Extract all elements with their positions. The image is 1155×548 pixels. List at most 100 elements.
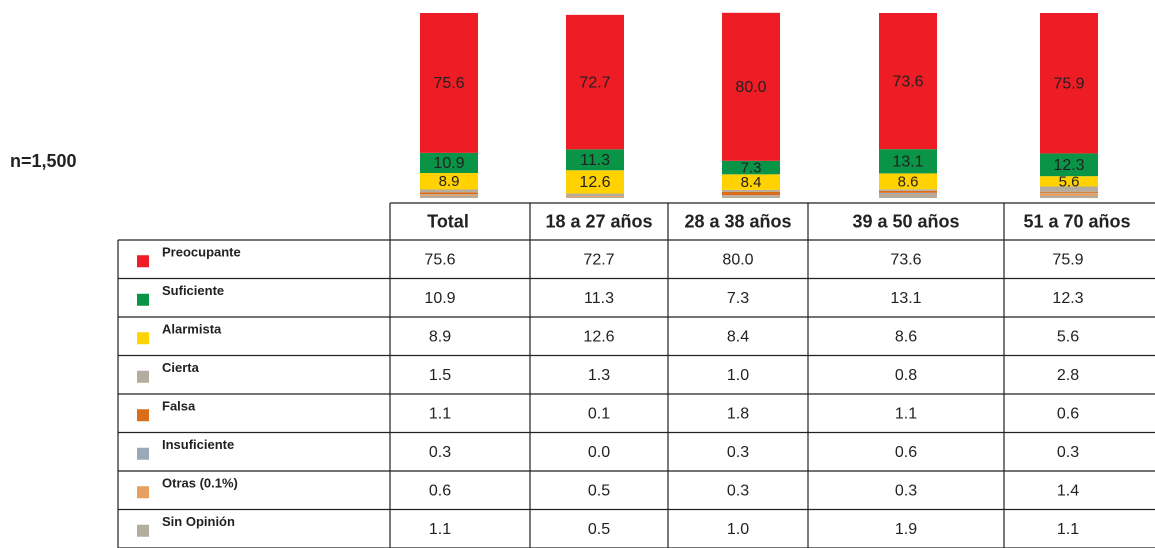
table-value: 0.1 [588, 405, 610, 422]
bar-value-label: 75.6 [433, 75, 464, 92]
table-value: 80.0 [722, 251, 753, 268]
bar-segment [566, 170, 624, 194]
table-value: 1.1 [895, 405, 917, 422]
bar-segment [722, 191, 780, 196]
bar-segment [879, 173, 937, 190]
table-value: 0.5 [588, 482, 610, 499]
legend-label: Suficiente [162, 283, 224, 298]
bar-value-label: 8.4 [741, 174, 762, 191]
table-value: 2.8 [1057, 367, 1079, 384]
legend-label: Preocupante [162, 245, 241, 260]
table-value: 12.6 [583, 328, 614, 345]
legend-swatch [137, 409, 149, 422]
bar-segment [1040, 176, 1098, 187]
bar-segment [420, 13, 478, 153]
bar-segment [1040, 195, 1098, 198]
legend-swatch [137, 447, 149, 460]
table-value: 8.9 [429, 328, 451, 345]
bar-segment [722, 195, 780, 197]
legend-label: Insuficiente [162, 437, 234, 452]
bar-segment [722, 196, 780, 198]
bar-segment [722, 160, 780, 175]
table-value: 0.8 [895, 367, 917, 384]
table-value: 11.3 [584, 290, 614, 307]
table-value: 1.8 [727, 405, 749, 422]
legend-label: Otras (0.1%) [162, 476, 238, 491]
table-value: 1.5 [429, 367, 451, 384]
table-value: 8.6 [895, 328, 917, 345]
legend-label: Alarmista [162, 322, 222, 337]
column-header: 39 a 50 años [852, 211, 959, 231]
table-value: 75.6 [424, 251, 455, 268]
bar-segment [420, 173, 478, 190]
bar-segment [1040, 191, 1098, 193]
bar-value-label: 7.3 [741, 160, 762, 177]
table-value: 0.3 [727, 482, 749, 499]
legend-swatch [137, 370, 149, 383]
bar-value-label: 72.7 [579, 74, 610, 91]
legend-swatch [137, 293, 149, 306]
bar-value-label: 10.9 [433, 155, 464, 172]
bar-segment [879, 149, 937, 174]
bar-value-label: 80.0 [735, 79, 766, 96]
table-value: 0.0 [588, 444, 610, 461]
bar-segment [722, 189, 780, 192]
bar-segment [420, 189, 478, 193]
table-value: 7.3 [727, 290, 749, 307]
bar-segment [566, 197, 624, 198]
bar-segment [420, 195, 478, 198]
table-value: 75.9 [1052, 251, 1083, 268]
table-value: 0.3 [895, 482, 917, 499]
bar-segment [879, 189, 937, 191]
bar-segment [722, 12, 780, 161]
column-header: 28 a 38 años [684, 211, 791, 231]
bar-segment [879, 192, 937, 194]
column-header: Total [427, 211, 469, 231]
table-value: 5.6 [1057, 328, 1079, 345]
bar-segment [879, 194, 937, 198]
legend-label: Falsa [162, 399, 196, 414]
table-value: 10.9 [424, 290, 455, 307]
bar-segment [566, 193, 624, 196]
table-value: 0.3 [727, 444, 749, 461]
table-value: 0.6 [895, 444, 917, 461]
bar-value-label: 75.9 [1053, 75, 1084, 92]
sample-size: n=1,500 [10, 151, 77, 171]
legend-swatch [137, 524, 149, 537]
table-value: 1.1 [1057, 521, 1079, 538]
column-header: 51 a 70 años [1023, 211, 1130, 231]
table-value: 0.6 [429, 482, 451, 499]
bar-segment [420, 152, 478, 174]
bar-segment [1040, 192, 1098, 194]
bar-segment [879, 190, 937, 193]
bar-segment [420, 192, 478, 195]
table-value: 1.1 [429, 521, 451, 538]
table-value: 0.3 [429, 444, 451, 461]
bar-value-label: 12.3 [1053, 157, 1084, 174]
legend-label: Sin Opinión [162, 514, 235, 529]
bar-segment [1040, 193, 1098, 196]
table-value: 1.1 [429, 405, 451, 422]
bar-segment [566, 149, 624, 171]
table-value: 0.3 [1057, 444, 1079, 461]
table-value: 8.4 [727, 328, 749, 345]
bar-value-label: 8.9 [439, 173, 460, 190]
table-value: 72.7 [583, 251, 614, 268]
table-value: 13.1 [890, 290, 921, 307]
table-value: 0.5 [588, 521, 610, 538]
legend-swatch [137, 255, 149, 268]
bar-value-label: 12.6 [579, 174, 610, 191]
table-value: 73.6 [890, 251, 921, 268]
bar-segment [420, 194, 478, 195]
table-value: 0.6 [1057, 405, 1079, 422]
bar-segment [879, 193, 937, 195]
bar-value-label: 13.1 [892, 153, 923, 170]
bar-segment [722, 195, 780, 196]
bar-segment [722, 174, 780, 190]
bar-segment [420, 194, 478, 196]
column-header: 18 a 27 años [545, 211, 652, 231]
bar-value-label: 11.3 [580, 152, 610, 169]
table-value: 1.9 [895, 521, 917, 538]
bar-segment [1040, 13, 1098, 154]
